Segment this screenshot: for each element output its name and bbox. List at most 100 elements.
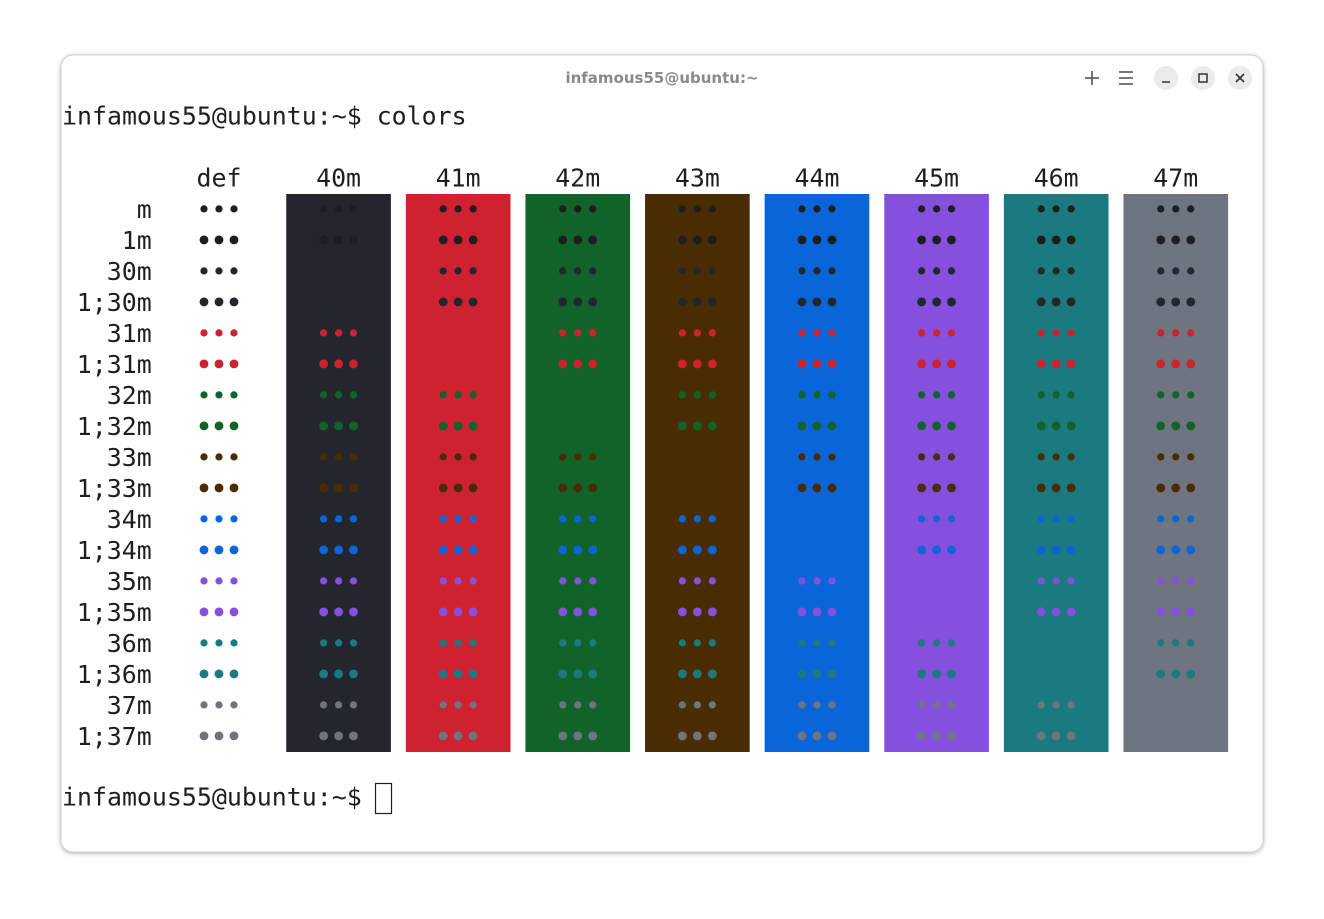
color-sample: ••• [555,567,600,596]
background-column [1003,194,1109,752]
menu-button[interactable] [1119,71,1133,85]
color-sample: ••• [555,660,600,689]
color-sample: ••• [914,381,959,410]
background-column [645,194,750,752]
color-sample: ••• [316,288,361,317]
color-sample: ••• [436,722,481,751]
background-column [764,194,870,752]
color-sample: ••• [436,567,481,596]
color-sample: ••• [794,288,839,317]
column-header: 46m [1034,164,1079,193]
color-sample: ••• [316,567,361,596]
color-sample: ••• [436,226,481,255]
color-sample: ••• [196,412,241,441]
color-sample: ••• [196,598,241,627]
color-sample: ••• [675,660,720,689]
color-sample: ••• [675,505,720,534]
color-sample: ••• [555,319,600,348]
color-sample: ••• [436,257,481,286]
color-sample: ••• [1153,195,1198,224]
color-sample: ••• [1034,412,1079,441]
color-sample: ••• [914,226,959,255]
color-sample: ••• [316,505,361,534]
color-sample: ••• [316,629,361,658]
color-sample: ••• [316,195,361,224]
color-sample: ••• [675,629,720,658]
color-sample: ••• [436,629,481,658]
color-sample: ••• [316,350,361,379]
background-column [884,194,989,752]
color-sample: ••• [436,350,481,379]
color-sample: ••• [1153,505,1198,534]
color-sample: ••• [1034,598,1079,627]
color-sample: ••• [914,505,959,534]
column-header: 40m [316,164,361,193]
color-sample: ••• [555,629,600,658]
color-sample: ••• [914,257,959,286]
new-tab-button[interactable] [1085,71,1099,85]
color-sample: ••• [436,412,481,441]
color-sample: ••• [436,195,481,224]
color-sample: ••• [675,443,720,472]
color-sample: ••• [316,319,361,348]
color-sample: ••• [1034,505,1079,534]
color-sample: ••• [316,226,361,255]
window-title: infamous55@ubuntu:~ [565,69,758,87]
color-sample: ••• [196,288,241,317]
color-sample: ••• [436,381,481,410]
color-sample: ••• [555,443,600,472]
color-sample: ••• [316,598,361,627]
prompt: infamous55@ubuntu:~$ [62,783,362,812]
color-sample: ••• [914,722,959,751]
color-sample: ••• [675,288,720,317]
maximize-button[interactable] [1191,66,1215,90]
color-sample: ••• [1153,722,1198,751]
color-sample: ••• [914,567,959,596]
column-header: 42m [555,164,600,193]
color-sample: ••• [914,691,959,720]
color-sample: ••• [1153,598,1198,627]
color-sample: ••• [794,381,839,410]
color-sample: ••• [1034,536,1079,565]
row-label: 1;33m [77,474,152,503]
column-header: 45m [914,164,959,193]
color-sample: ••• [1034,660,1079,689]
minimize-button[interactable] [1154,66,1178,90]
color-sample: ••• [196,536,241,565]
color-sample: ••• [914,195,959,224]
color-sample: ••• [436,660,481,689]
color-sample: ••• [1034,691,1079,720]
color-sample: ••• [1034,319,1079,348]
color-sample: ••• [794,412,839,441]
color-sample: ••• [794,350,839,379]
color-sample: ••• [914,598,959,627]
color-sample: ••• [675,195,720,224]
color-sample: ••• [1034,474,1079,503]
color-sample: ••• [1153,288,1198,317]
column-header: 44m [794,164,839,193]
row-label: 31m [107,319,152,348]
color-sample: ••• [436,505,481,534]
color-sample: ••• [794,226,839,255]
color-sample: ••• [675,350,720,379]
color-sample: ••• [914,536,959,565]
close-button[interactable] [1228,66,1252,90]
color-sample: ••• [555,536,600,565]
row-label: 32m [107,381,152,410]
color-sample: ••• [914,629,959,658]
color-sample: ••• [196,629,241,658]
color-sample: ••• [794,505,839,534]
color-sample: ••• [196,474,241,503]
color-sample: ••• [1153,381,1198,410]
row-label: 1;31m [77,350,152,379]
color-sample: ••• [1034,629,1079,658]
color-sample: ••• [1153,412,1198,441]
color-sample: ••• [675,257,720,286]
color-sample: ••• [316,474,361,503]
color-sample: ••• [196,505,241,534]
background-column [525,194,631,752]
color-sample: ••• [436,691,481,720]
